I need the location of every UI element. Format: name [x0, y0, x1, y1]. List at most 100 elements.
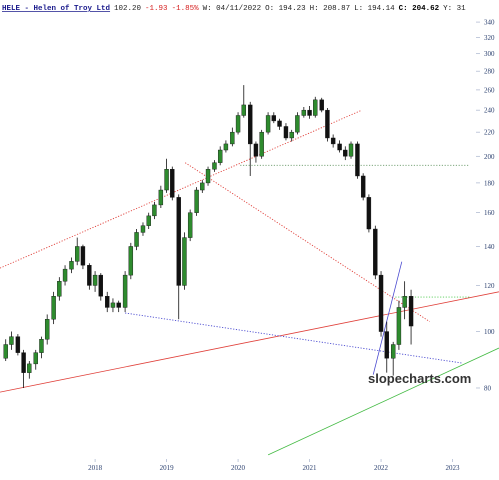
candle-body [158, 189, 164, 206]
candle-body [200, 182, 205, 191]
y-tick-label: 300 [484, 50, 495, 58]
x-tick-label: 2019 [160, 464, 175, 472]
y-tick-label: 200 [484, 153, 495, 161]
candle-body [248, 104, 253, 145]
candle-body [366, 197, 372, 230]
candle-body [235, 115, 241, 133]
candle-body [337, 143, 342, 151]
candle-body [325, 109, 330, 139]
y-tick-label: 100 [484, 328, 495, 336]
candle-body [259, 131, 264, 157]
y-tick-label: 120 [484, 282, 495, 290]
watermark: slopecharts.com [368, 371, 471, 386]
candle-body [271, 115, 277, 122]
candle-body [140, 225, 146, 233]
candle-body [87, 265, 92, 286]
candle-body [98, 274, 104, 297]
candle-body [408, 296, 414, 327]
x-tick-label: 2020 [231, 464, 246, 472]
candle-body [39, 339, 44, 353]
header-field: O: 194.23 [265, 5, 306, 13]
candle-body [360, 175, 366, 198]
x-tick-label: 2021 [303, 464, 318, 472]
trendline [125, 312, 462, 364]
candle-body [21, 352, 26, 373]
header-field: -1.85% [172, 5, 200, 13]
candle-body [176, 197, 181, 286]
candle-body [373, 228, 378, 276]
y-tick-label: 260 [484, 86, 495, 94]
candle-body [348, 143, 354, 157]
candle-body [62, 268, 68, 282]
trendline [184, 162, 430, 322]
header-field: -1.93 [145, 5, 168, 13]
candle-body [92, 274, 98, 286]
candle-body [319, 99, 324, 111]
candle-body [3, 344, 8, 359]
candle-body [182, 237, 187, 286]
header-field: C: 204.62 [399, 5, 440, 13]
candle-body [27, 363, 32, 373]
candle-body [230, 131, 235, 145]
candle-body [170, 169, 175, 198]
header-field: HELE - Helen of Troy Ltd [2, 5, 110, 13]
candle-body [105, 296, 110, 308]
candle-body [164, 169, 169, 191]
candle-body [283, 126, 289, 139]
candle-body [128, 246, 134, 276]
header: HELE - Helen of Troy Ltd 102.20 -1.93 -1.85… [2, 5, 466, 13]
y-tick-label: 320 [484, 34, 495, 42]
header-field: Y: 31 [443, 5, 466, 13]
axes: 80 100 120 140 160 180 200 220 240 260 280 300 320 34… [88, 19, 495, 472]
candle-body [116, 302, 121, 308]
candle-body [146, 215, 151, 226]
header-field: 102.20 [114, 5, 142, 13]
y-tick-label: 240 [484, 107, 495, 115]
candle-body [75, 246, 80, 262]
candle-body [15, 336, 21, 353]
header-field: L: 194.14 [354, 5, 395, 13]
trendlines [0, 109, 499, 456]
candle-body [253, 143, 259, 157]
candle-body [44, 319, 50, 340]
candle-body [152, 204, 157, 217]
candle-body [212, 162, 217, 170]
candle-body [390, 344, 396, 359]
candle-body [51, 296, 56, 320]
candle-body [122, 274, 128, 308]
candle-body [301, 109, 307, 116]
candle-body [134, 232, 139, 247]
header-field: H: 208.87 [310, 5, 351, 13]
x-tick-label: 2023 [446, 464, 461, 472]
x-tick-label: 2022 [374, 464, 389, 472]
y-tick-label: 140 [484, 243, 495, 251]
candle-body [69, 261, 74, 270]
candle-body [289, 131, 294, 139]
candle-body [187, 212, 193, 238]
x-tick-label: 2018 [88, 464, 103, 472]
candle-body [343, 149, 348, 157]
candle-body [223, 143, 229, 151]
candles [3, 85, 414, 388]
candle-body [396, 307, 402, 345]
candle-body [295, 115, 300, 133]
candle-body [355, 143, 360, 177]
candle-body [9, 336, 14, 345]
candle-body [330, 137, 336, 145]
trendline [372, 261, 403, 375]
candle-body [378, 274, 384, 332]
candle-body [57, 281, 62, 297]
y-tick-label: 220 [484, 129, 495, 137]
candle-body [277, 120, 282, 127]
candle-body [33, 352, 38, 365]
candle-body [307, 109, 312, 116]
y-tick-label: 180 [484, 179, 495, 187]
y-tick-label: 340 [484, 19, 495, 27]
candle-body [402, 296, 407, 308]
candle-body [313, 99, 318, 116]
trendline [0, 291, 499, 393]
header-field: W: 04/11/2022 [203, 5, 262, 13]
candle-body [265, 115, 271, 133]
